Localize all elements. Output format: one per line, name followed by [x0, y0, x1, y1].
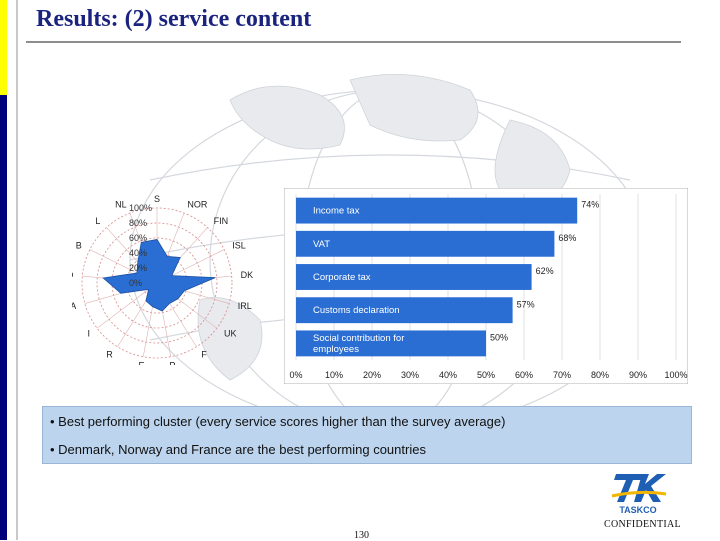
radar-scale-label: 20% — [129, 263, 147, 273]
bullet-best-countries: • Denmark, Norway and France are the bes… — [50, 442, 426, 457]
logo-text: TASKCO — [619, 505, 656, 515]
slide-title: Results: (2) service content — [36, 6, 312, 32]
radar-axis-label: I — [87, 329, 90, 339]
bullet-best-cluster: • Best performing cluster (every service… — [50, 414, 506, 429]
radar-gridline — [96, 222, 218, 344]
bar-value-label: 74% — [581, 200, 599, 210]
bar-category-label: VAT — [313, 239, 330, 250]
radar-axis-label: F — [201, 349, 207, 359]
bar — [296, 197, 578, 224]
radar-axis-label: IRL — [238, 301, 252, 311]
x-tick-label: 20% — [363, 370, 381, 380]
radar-series-area — [102, 239, 216, 312]
bar — [296, 330, 486, 357]
bar — [296, 230, 555, 257]
radar-axis-label: S — [154, 195, 160, 204]
callout-box: • Best performing cluster (every service… — [42, 406, 692, 464]
radar-axis-label: NOR — [187, 200, 208, 210]
radar-axis-label: A — [72, 301, 76, 311]
radar-axis-label: NL — [115, 200, 127, 210]
x-tick-label: 60% — [515, 370, 533, 380]
x-tick-label: 40% — [439, 370, 457, 380]
radar-scale-label: 60% — [129, 233, 147, 243]
x-tick-label: 80% — [591, 370, 609, 380]
title-divider — [26, 41, 681, 43]
bar-value-label: 50% — [490, 332, 508, 342]
radar-axis-label: P — [169, 361, 175, 365]
bar-value-label: 62% — [536, 266, 554, 276]
radar-spoke — [96, 282, 158, 329]
radar-axis-label: FIN — [214, 216, 229, 226]
radar-axis-label: L — [95, 216, 100, 226]
bar-category-label: Corporate tax — [313, 272, 371, 283]
bar-value-label: 57% — [517, 299, 535, 309]
x-tick-label: 0% — [289, 370, 302, 380]
bar-category-label: Customs declaration — [313, 305, 400, 316]
x-tick-label: 100% — [664, 370, 687, 380]
x-tick-label: 90% — [629, 370, 647, 380]
radar-chart: 100% 80% 60% 40% 20% 0% S NOR FIN ISL DK IRL UK F P E R I… — [72, 195, 254, 365]
radar-axis-label: ISL — [232, 241, 246, 251]
bar-category-label: employees — [313, 344, 359, 355]
x-tick-label: 70% — [553, 370, 571, 380]
radar-scale-label: 40% — [129, 248, 147, 258]
radar-scale-label: 80% — [129, 218, 147, 228]
radar-axis-label: UK — [224, 329, 237, 339]
bar-category-label: Social contribution for — [313, 333, 404, 344]
accent-bar-navy — [0, 95, 7, 540]
confidential-label: CONFIDENTIAL — [604, 519, 681, 530]
globe-background — [129, 74, 651, 410]
bar-value-label: 68% — [558, 233, 576, 243]
bar-category-label: Income tax — [313, 206, 360, 217]
accent-bar-yellow — [0, 0, 7, 95]
bar-chart: 0% 10% 20% 30% 40% 50% 60% 70% 80% 90% 100% Income … — [284, 188, 688, 384]
radar-axis-label: D — [72, 270, 74, 280]
x-tick-label: 10% — [325, 370, 343, 380]
radar-axis-label: R — [106, 349, 113, 359]
radar-axis-label: E — [139, 361, 145, 365]
radar-scale-label: 100% — [129, 203, 152, 213]
accent-line — [16, 0, 18, 540]
radar-axis-label: DK — [241, 270, 254, 280]
x-tick-label: 30% — [401, 370, 419, 380]
bar — [296, 264, 532, 290]
x-tick-label: 50% — [477, 370, 495, 380]
taskco-logo: TASKCO — [611, 474, 667, 515]
bar — [296, 297, 513, 324]
radar-axis-label: B — [76, 241, 82, 251]
page-number: 130 — [354, 530, 369, 541]
radar-scale-label: 0% — [129, 278, 142, 288]
